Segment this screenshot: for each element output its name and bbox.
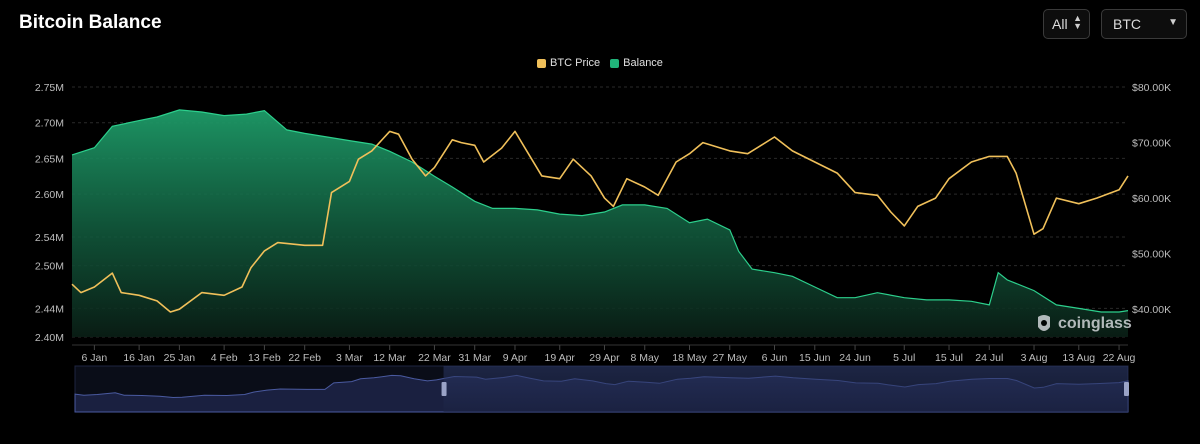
x-tick-label: 24 Jul [975, 352, 1003, 364]
x-tick-label: 15 Jul [935, 352, 963, 364]
navigator-handle-right[interactable] [1124, 382, 1129, 396]
right-y-axis: $40.00K $50.00K $60.00K $70.00K $80.00K [1132, 82, 1171, 316]
x-tick-label: 22 Mar [418, 352, 451, 364]
left-y-tick-label: 2.44M [35, 303, 64, 315]
legend-label-balance: Balance [623, 57, 663, 69]
x-tick-label: 31 Mar [458, 352, 491, 364]
coinglass-watermark: coinglass [1034, 313, 1132, 335]
range-select[interactable]: All ▲ ▼ [1043, 9, 1090, 39]
coin-select[interactable]: BTC ▼ [1101, 9, 1187, 39]
left-y-tick-label: 2.70M [35, 118, 64, 130]
x-tick-label: 15 Jun [799, 352, 831, 364]
x-tick-label: 13 Aug [1062, 352, 1095, 364]
right-y-tick-label: $70.00K [1132, 138, 1171, 150]
legend-swatch-balance [610, 58, 620, 68]
x-tick-label: 6 Jan [82, 352, 108, 364]
x-tick-label: 6 Jun [762, 352, 788, 364]
chart-legend: BTC Price Balance [0, 57, 1200, 69]
coinglass-logo-icon [1038, 315, 1050, 331]
legend-item-btc-price[interactable]: BTC Price [537, 57, 600, 69]
coin-select-value: BTC [1113, 16, 1141, 32]
left-y-tick-label: 2.75M [35, 82, 64, 94]
x-tick-label: 22 Feb [288, 352, 321, 364]
x-tick-label: 22 Aug [1103, 352, 1136, 364]
x-tick-label: 3 Mar [336, 352, 363, 364]
range-select-value: All [1052, 16, 1068, 32]
balance-area [72, 109, 1128, 338]
right-y-tick-label: $60.00K [1132, 193, 1171, 205]
page-title: Bitcoin Balance [19, 12, 162, 33]
watermark-text: coinglass [1058, 315, 1132, 332]
x-tick-label: 12 Mar [373, 352, 406, 364]
updown-chevron-icon: ▲ ▼ [1073, 13, 1082, 31]
x-tick-label: 29 Apr [589, 352, 620, 364]
x-tick-label: 13 Feb [248, 352, 281, 364]
left-y-tick-label: 2.54M [35, 232, 64, 244]
right-y-tick-label: $50.00K [1132, 249, 1171, 261]
x-tick-label: 9 Apr [503, 352, 528, 364]
right-y-tick-label: $40.00K [1132, 304, 1171, 316]
legend-item-balance[interactable]: Balance [610, 57, 663, 69]
btc-price-line-layer [71, 130, 1129, 313]
left-y-tick-label: 2.65M [35, 153, 64, 165]
left-y-tick-label: 2.40M [35, 332, 64, 344]
x-tick-label: 18 May [672, 352, 707, 364]
x-tick-label: 19 Apr [545, 352, 576, 364]
chevron-down-icon: ▼ [1168, 17, 1178, 28]
x-tick-label: 4 Feb [211, 352, 238, 364]
range-navigator[interactable] [74, 365, 1129, 413]
x-tick-label: 5 Jul [893, 352, 915, 364]
left-y-tick-label: 2.60M [35, 189, 64, 201]
left-y-axis: 2.40M 2.44M 2.50M 2.54M 2.60M 2.65M 2.70M 2.75M [35, 82, 64, 344]
legend-label-btc-price: BTC Price [550, 57, 601, 69]
x-tick-label: 24 Jun [839, 352, 871, 364]
x-tick-label: 8 May [630, 352, 659, 364]
btc-price-line [71, 130, 1129, 313]
navigator-selection [443, 366, 1128, 412]
x-tick-label: 25 Jan [164, 352, 196, 364]
right-y-tick-label: $80.00K [1132, 82, 1171, 94]
balance-area-layer [71, 109, 1129, 338]
legend-swatch-btc-price [537, 58, 547, 68]
x-tick-label: 27 May [713, 352, 748, 364]
x-axis: 6 Jan 16 Jan 25 Jan 4 Feb 13 Feb 22 Feb 3 Mar 1… [72, 344, 1136, 364]
navigator-handle-left[interactable] [441, 382, 447, 396]
left-y-tick-label: 2.50M [35, 261, 64, 273]
x-tick-label: 16 Jan [123, 352, 155, 364]
x-tick-label: 3 Aug [1021, 352, 1048, 364]
balance-line [71, 109, 1129, 313]
